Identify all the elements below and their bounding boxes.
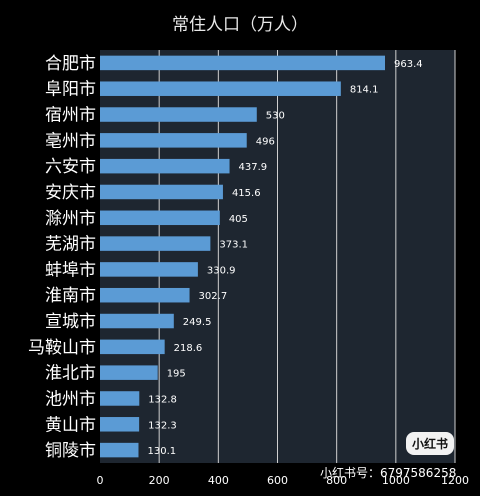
category-label: 合肥市: [45, 54, 96, 74]
bar: [100, 442, 139, 458]
bar-value-label: 249.5: [183, 317, 212, 328]
bar-value-label: 963.4: [394, 59, 423, 70]
category-label: 芜湖市: [45, 235, 96, 255]
bar: [100, 365, 158, 380]
bar: [100, 184, 223, 200]
bar-value-label: 302.7: [199, 291, 228, 302]
bar-value-label: 437.9: [239, 162, 268, 173]
category-label: 池州市: [45, 389, 96, 409]
bar: [100, 391, 140, 406]
bar-value-label: 132.8: [148, 394, 177, 405]
category-label: 淮北市: [45, 364, 96, 384]
bar: [100, 133, 247, 148]
bar-value-label: 496: [256, 136, 275, 147]
bar-value-label: 218.6: [174, 343, 203, 354]
bar: [100, 81, 341, 96]
category-label: 黄山市: [45, 415, 96, 435]
x-tick-label: 600: [267, 474, 288, 487]
bar-value-label: 530: [266, 111, 285, 122]
bar: [100, 236, 211, 251]
x-tick-label: 1000: [382, 474, 410, 487]
category-label: 亳州市: [45, 131, 96, 151]
x-tick-label: 200: [149, 474, 170, 487]
bar: [100, 210, 220, 226]
watermark-badge: 小红书: [406, 432, 455, 455]
x-tick-label: 800: [326, 474, 347, 487]
category-label: 蚌埠市: [45, 260, 96, 280]
bar-value-label: 405: [229, 214, 248, 225]
category-label: 宣城市: [45, 312, 96, 332]
bar-value-label: 132.3: [148, 420, 177, 431]
x-tick-label: 0: [97, 474, 104, 487]
chart-title: 常住人口（万人）: [172, 15, 308, 35]
category-label: 马鞍山市: [28, 338, 96, 358]
bar: [100, 313, 174, 329]
bar-value-label: 814.1: [350, 85, 379, 96]
watermark-id: 小红书号：6797586258: [320, 466, 457, 480]
bar: [100, 417, 140, 432]
bar-value-label: 195: [167, 369, 186, 380]
bar: [100, 107, 257, 122]
category-label: 铜陵市: [45, 441, 96, 461]
bar: [100, 158, 230, 174]
category-label: 六安市: [45, 157, 96, 177]
bar-value-label: 373.1: [219, 240, 248, 251]
category-label: 淮南市: [45, 286, 96, 306]
x-tick-label: 1200: [441, 474, 469, 487]
category-label: 阜阳市: [45, 80, 96, 100]
category-label: 宿州市: [45, 106, 96, 126]
bar: [100, 339, 165, 355]
bar: [100, 287, 190, 303]
bar-value-label: 415.6: [232, 188, 261, 199]
x-tick-label: 400: [208, 474, 229, 487]
category-label: 安庆市: [45, 183, 96, 203]
bar: [100, 262, 198, 277]
bar: [100, 55, 386, 71]
bar-value-label: 330.9: [207, 265, 236, 276]
bar-value-label: 130.1: [147, 446, 176, 457]
category-label: 滁州市: [45, 209, 96, 229]
